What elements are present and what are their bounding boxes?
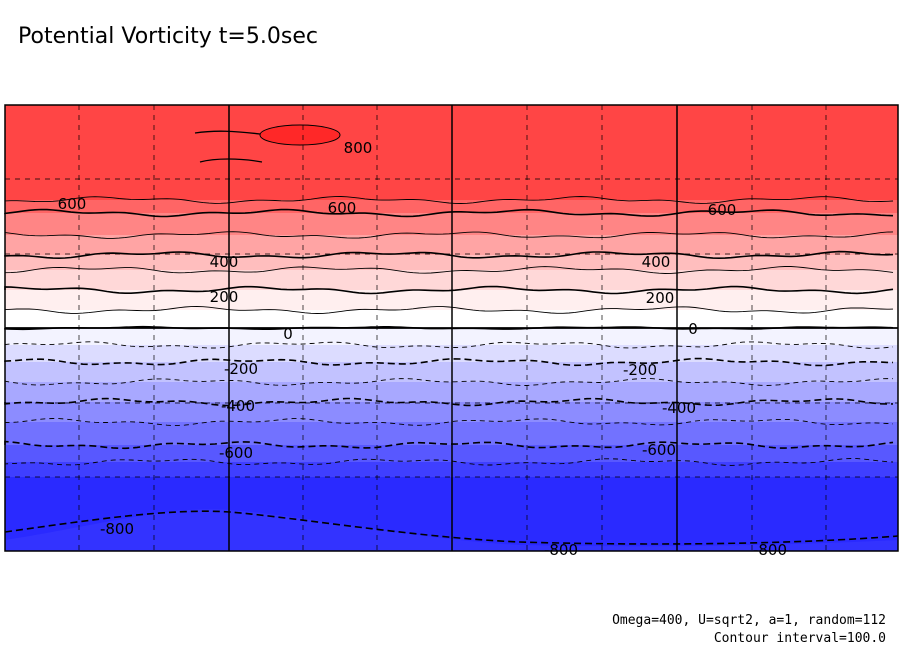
contour-100 [4,306,894,314]
contour-label: 400 [642,253,671,271]
contour-700 [4,196,894,204]
contour--500 [4,418,894,426]
positive-maximum [259,124,341,146]
contour-label: 800 [344,139,373,157]
contour-300 [4,266,894,274]
contour-label: -200 [623,361,657,379]
contour-label: 0 [283,325,293,343]
contour-label: -400 [662,399,696,417]
contour-label: 200 [210,288,239,306]
contour--300 [4,378,894,386]
contour-label: -600 [219,444,253,462]
contour-label: -200 [224,360,258,378]
contour-label: 200 [646,289,675,307]
contour-label: 600 [708,201,737,219]
contour-interval-note: Contour interval=100.0 [713,631,886,646]
contour-label: 400 [210,253,239,271]
chart-title: Potential Vorticity t=5.0sec [18,24,318,49]
contour--600 [4,440,894,450]
plot-frame [4,104,899,552]
contour--200 [4,357,894,367]
contour-label: 600 [328,199,357,217]
contour-label: -800 [544,541,578,559]
contour-label: -400 [221,397,255,415]
contour--100 [4,341,894,349]
contour-labels: 800 600 600 600 400 400 200 200 0 0 -200 -200 -400 -4… [58,139,787,559]
contour-200 [4,285,894,295]
contour-label: -800 [100,520,134,538]
grid-lines [5,105,898,551]
contour-500 [4,231,894,239]
contour-label: -800 [753,541,787,559]
contour-600 [4,208,894,218]
contour--800 [4,510,899,545]
parameters-note: Omega=400, U=sqrt2, a=1, random=112 [612,613,886,628]
contour-label: 600 [58,195,87,213]
contour-label: 0 [688,320,698,338]
contour--700 [4,458,894,466]
contour-label: -600 [642,441,676,459]
